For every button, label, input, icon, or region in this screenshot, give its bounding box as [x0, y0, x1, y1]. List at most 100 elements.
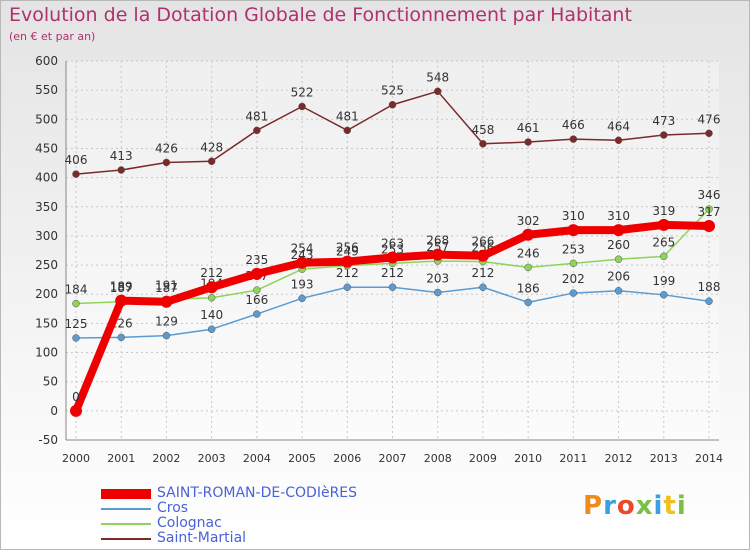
data-label-saint-roman-de-codi-res: 268 — [426, 234, 449, 248]
data-label-saint-roman-de-codi-res: 310 — [607, 209, 630, 223]
data-label-colognac: 346 — [698, 188, 721, 202]
data-label-colognac: 260 — [607, 238, 630, 252]
data-point-colognac — [253, 286, 261, 294]
legend-label-saint-roman: SAINT-ROMAN-DE-CODIèRES — [157, 485, 358, 501]
data-label-cros: 186 — [517, 281, 540, 295]
data-label-saint-martial: 426 — [155, 141, 178, 155]
data-label-cros: 202 — [562, 272, 585, 286]
data-point-cros — [162, 331, 171, 340]
data-point-saint-martial — [343, 126, 352, 135]
y-tick-label: 0 — [50, 404, 58, 418]
data-point-cros — [343, 283, 352, 291]
data-label-saint-martial: 476 — [698, 112, 721, 126]
data-label-saint-roman-de-codi-res: 256 — [336, 241, 359, 255]
data-point-cros — [660, 291, 668, 299]
proxiti-logo: Proxiti — [583, 491, 687, 521]
data-point-saint-roman-de-codi-res — [612, 224, 625, 237]
data-label-colognac: 265 — [652, 235, 675, 249]
data-point-saint-martial — [614, 136, 623, 145]
data-point-saint-martial — [253, 126, 261, 135]
data-label-colognac: 184 — [65, 283, 88, 297]
data-point-colognac — [705, 205, 713, 213]
data-label-saint-roman-de-codi-res: 187 — [155, 281, 178, 295]
data-label-saint-martial: 406 — [65, 153, 88, 167]
x-tick-label: 2003 — [198, 452, 226, 465]
x-tick-label: 2011 — [559, 452, 587, 465]
data-point-saint-roman-de-codi-res — [296, 256, 309, 269]
data-label-cros: 188 — [698, 280, 721, 294]
x-tick-label: 2013 — [650, 452, 678, 465]
legend-label-colognac: Colognac — [157, 515, 222, 531]
data-point-cros — [569, 289, 578, 297]
data-point-cros — [479, 283, 487, 291]
data-point-saint-roman-de-codi-res — [205, 281, 218, 294]
data-label-saint-martial: 464 — [607, 119, 630, 133]
data-label-saint-roman-de-codi-res: 319 — [652, 204, 675, 218]
x-tick-label: 2008 — [424, 452, 452, 465]
y-tick-label: 50 — [43, 375, 58, 389]
legend-item-colognac: Colognac — [101, 516, 357, 531]
data-point-saint-martial — [479, 140, 487, 148]
data-point-saint-martial — [72, 170, 80, 178]
y-tick-label: 100 — [35, 346, 58, 360]
legend-swatch-saint-roman — [101, 488, 151, 499]
data-label-saint-martial: 466 — [562, 118, 585, 132]
legend-item-saint-roman: SAINT-ROMAN-DE-CODIèRES — [101, 486, 357, 501]
legend-swatch-colognac — [101, 522, 151, 525]
legend-item-cros: Cros — [101, 501, 357, 516]
data-label-colognac: 253 — [562, 242, 585, 256]
data-label-colognac: 191 — [155, 278, 178, 292]
data-point-saint-roman-de-codi-res — [115, 294, 128, 307]
x-tick-label: 2001 — [107, 452, 135, 465]
data-point-cros — [253, 310, 261, 318]
data-label-colognac: 253 — [381, 242, 404, 256]
legend-swatch-saint-martial — [101, 537, 151, 540]
data-point-saint-martial — [569, 135, 578, 143]
data-label-saint-martial: 428 — [200, 140, 223, 154]
data-label-saint-roman-de-codi-res: 189 — [110, 280, 133, 294]
data-label-saint-martial: 481 — [245, 109, 268, 123]
data-label-cros: 212 — [471, 266, 494, 280]
data-label-cros: 199 — [652, 274, 675, 288]
data-point-cros — [117, 333, 125, 342]
data-point-colognac — [614, 255, 623, 263]
data-point-cros — [433, 288, 442, 297]
data-point-saint-roman-de-codi-res — [567, 224, 580, 237]
data-label-cros: 166 — [245, 293, 268, 307]
legend-label-cros: Cros — [157, 500, 189, 516]
data-point-cros — [705, 297, 713, 305]
data-label-cros: 129 — [155, 315, 178, 329]
data-label-saint-martial: 522 — [291, 85, 314, 99]
data-point-saint-martial — [705, 129, 713, 138]
x-tick-label: 2005 — [288, 452, 316, 465]
data-point-cros — [72, 334, 80, 342]
data-point-saint-roman-de-codi-res — [160, 295, 173, 308]
data-point-saint-roman-de-codi-res — [70, 404, 82, 417]
data-label-saint-roman-de-codi-res: 310 — [562, 209, 585, 223]
y-tick-label: 400 — [35, 171, 58, 185]
chart-title: Evolution de la Dotation Globale de Fonc… — [9, 4, 632, 26]
data-point-saint-roman-de-codi-res — [476, 249, 489, 262]
data-label-saint-roman-de-codi-res: 0 — [72, 390, 80, 404]
x-tick-label: 2007 — [379, 452, 407, 465]
data-point-cros — [388, 283, 397, 291]
y-tick-label: 350 — [35, 200, 58, 214]
data-label-saint-martial: 458 — [471, 123, 494, 137]
data-point-saint-roman-de-codi-res — [703, 220, 715, 233]
data-label-saint-roman-de-codi-res: 212 — [200, 266, 223, 280]
data-label-cros: 212 — [381, 266, 404, 280]
chart-subtitle: (en € et par an) — [9, 30, 96, 43]
data-label-cros: 125 — [65, 317, 88, 331]
data-point-saint-martial — [433, 87, 442, 96]
x-tick-label: 2014 — [695, 452, 723, 465]
data-label-saint-roman-de-codi-res: 266 — [471, 235, 494, 249]
y-tick-label: 550 — [35, 83, 58, 97]
data-point-saint-roman-de-codi-res — [657, 218, 670, 231]
y-tick-label: -50 — [38, 433, 58, 447]
data-label-colognac: 257 — [426, 240, 449, 254]
data-point-saint-martial — [162, 158, 171, 167]
data-point-saint-martial — [660, 131, 668, 139]
y-tick-label: 600 — [35, 54, 58, 68]
